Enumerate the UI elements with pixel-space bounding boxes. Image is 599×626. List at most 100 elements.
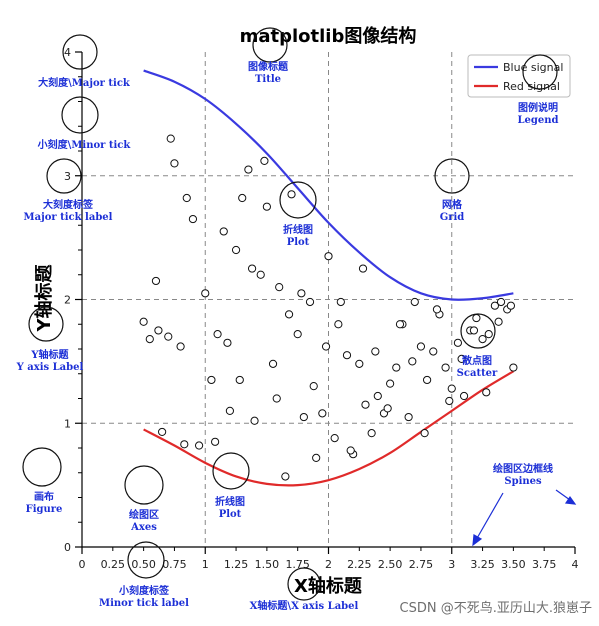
- ann-legend-en: Legend: [517, 115, 558, 126]
- ann-axes-cn: 绘图区: [129, 508, 159, 521]
- ann-plot-bottom-cn: 折线图: [215, 495, 245, 508]
- x-major-tick-label: 1: [202, 558, 209, 571]
- x-minor-tick-label: 2.75: [409, 558, 434, 571]
- scatter-point: [256, 270, 265, 279]
- y-tick-group: 0 1 2 3 4: [64, 46, 82, 554]
- y-major-tick-label: 0: [64, 541, 71, 554]
- x-minor-tick-label: 1.25: [224, 558, 249, 571]
- scatter-point: [496, 297, 506, 307]
- scatter-point: [395, 320, 405, 329]
- watermark: CSDN @不死鸟.亚历山大.狼崽子: [400, 600, 592, 616]
- scatter-point: [260, 156, 269, 165]
- scatter-point: [383, 404, 392, 413]
- x-major-tick-label: 4: [572, 558, 579, 571]
- minor-tick-circle: [61, 96, 99, 134]
- scatter-point: [154, 326, 163, 335]
- scatter-point: [330, 434, 339, 443]
- scatter-point: [408, 357, 417, 366]
- scatter-point: [151, 276, 161, 286]
- scatter-point: [309, 382, 318, 391]
- major-tick-circle: [62, 34, 98, 70]
- scatter-point: [287, 190, 296, 199]
- ann-spines-en: Spines: [504, 476, 542, 487]
- annotation-circles: [22, 27, 558, 601]
- ann-scatter-en: Scatter: [457, 368, 498, 379]
- ann-scatter-cn: 散点图: [462, 354, 492, 367]
- scatter-point: [225, 406, 234, 415]
- red-signal-line: [143, 370, 514, 487]
- y-major-tick-label: 4: [64, 46, 71, 59]
- scatter-point: [367, 429, 376, 438]
- scatter-point: [284, 310, 294, 319]
- scatter-point: [211, 437, 220, 446]
- ann-y-label-en: Y axis Label: [16, 362, 84, 373]
- scatter-point: [506, 301, 516, 310]
- scatter-point: [346, 446, 355, 455]
- scatter-point: [334, 320, 343, 329]
- y-major-tick-label: 2: [64, 294, 71, 307]
- scatter-point: [250, 416, 259, 425]
- spines-arrowhead-left: [472, 534, 483, 547]
- figure-circle: [22, 447, 62, 487]
- ann-major-tick: 大刻度\Major tick: [38, 76, 131, 89]
- x-minor-tick-label: 1.50: [255, 558, 280, 571]
- y-major-tick-label: 3: [64, 170, 71, 183]
- scatter-point: [145, 335, 154, 344]
- x-axis-label: X轴标题: [294, 575, 363, 597]
- scatter-point: [244, 165, 253, 174]
- scatter-point: [459, 391, 469, 401]
- scatter-circle: [460, 313, 496, 349]
- x-minor-tick-label: 3.50: [501, 558, 526, 571]
- y-axis-label: Y轴标题: [33, 263, 55, 332]
- scatter-point: [272, 394, 281, 403]
- scatter-point: [420, 429, 429, 438]
- scatter-point: [457, 354, 466, 363]
- scatter-point: [453, 338, 463, 347]
- scatter-point: [392, 363, 401, 372]
- scatter-point: [223, 338, 232, 347]
- major-tick-label-circle: [46, 158, 82, 194]
- scatter-points: [139, 134, 518, 481]
- scatter-point: [416, 342, 426, 351]
- scatter-point: [164, 332, 173, 341]
- scatter-point: [404, 412, 413, 422]
- spines-arrows: [472, 489, 577, 547]
- scatter-point: [509, 363, 518, 372]
- ann-minor-tick-label-en: Minor tick label: [99, 598, 189, 609]
- scatter-point: [235, 375, 244, 385]
- scatter-point: [321, 342, 331, 351]
- figure-title: matplotlib图像结构: [240, 25, 417, 47]
- scatter-point: [429, 347, 438, 356]
- ann-x-label: X轴标题\X axis Label: [250, 599, 359, 612]
- scatter-point: [423, 375, 432, 385]
- scatter-point: [469, 326, 479, 335]
- axes-circle: [124, 465, 164, 505]
- scatter-point: [472, 313, 481, 323]
- x-minor-tick-label: 2.50: [378, 558, 403, 571]
- ann-plot-top-cn: 折线图: [283, 223, 313, 236]
- x-tick-group: 0 1 2 3 40.25 0.50 0.75 1.25 1.50 1.75 2.25 2.50 2.7…: [79, 547, 579, 571]
- x-minor-tick-label: 0.25: [101, 558, 126, 571]
- scatter-point: [299, 412, 308, 422]
- x-major-tick-label: 3: [448, 558, 455, 571]
- scatter-point: [194, 441, 204, 450]
- blue-signal-line: [143, 69, 514, 301]
- plot-bottom-circle: [212, 452, 250, 490]
- scatter-point: [318, 409, 327, 418]
- ann-grid-cn: 网格: [442, 198, 463, 211]
- ann-major-tick-label-cn: 大刻度标签: [43, 198, 94, 211]
- scatter-point: [170, 159, 179, 168]
- grid-circle: [434, 158, 470, 194]
- scatter-point: [371, 347, 380, 356]
- ann-minor-tick: 小刻度\Minor tick: [37, 138, 132, 151]
- ann-title-en: Title: [255, 74, 281, 85]
- scatter-point: [447, 384, 456, 393]
- scatter-point: [219, 227, 228, 236]
- scatter-point: [494, 317, 503, 326]
- scatter-point: [158, 427, 167, 437]
- x-minor-tick-label: 3.25: [470, 558, 495, 571]
- scatter-point: [478, 335, 487, 344]
- x-minor-tick-label: 0.75: [162, 558, 187, 571]
- scatter-point: [231, 245, 241, 255]
